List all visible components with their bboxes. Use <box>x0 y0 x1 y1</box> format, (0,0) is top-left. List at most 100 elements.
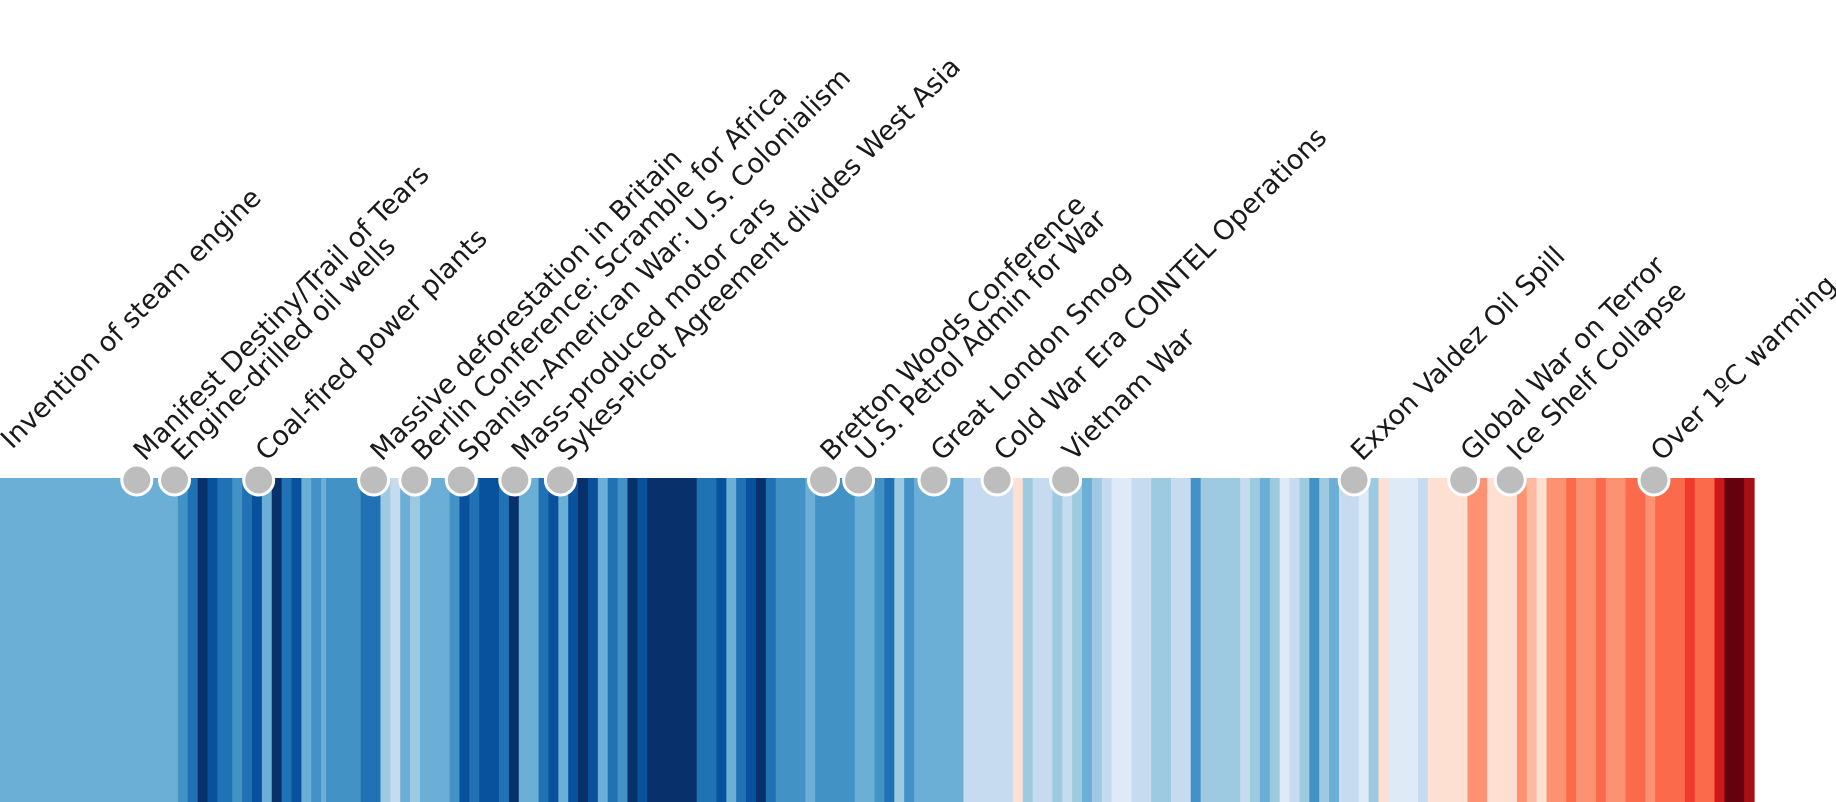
stripe <box>810 478 816 802</box>
stripe <box>88 478 95 802</box>
stripe <box>64 478 70 802</box>
stripe <box>1581 478 1587 802</box>
stripe <box>657 478 663 802</box>
stripe <box>1284 478 1291 802</box>
stripe <box>884 478 890 802</box>
stripe <box>390 478 396 802</box>
event-marker <box>1637 463 1671 497</box>
stripe <box>499 478 505 802</box>
stripe <box>1472 478 1478 802</box>
stripe <box>286 478 293 802</box>
event-marker <box>444 463 478 497</box>
stripe <box>721 478 727 802</box>
stripe <box>459 478 466 802</box>
stripe <box>943 478 950 802</box>
stripe <box>1200 478 1207 802</box>
stripe <box>1007 478 1014 802</box>
stripe <box>627 478 634 802</box>
stripe <box>370 478 377 802</box>
stripe <box>775 478 782 802</box>
stripe <box>1338 478 1345 802</box>
stripe <box>385 478 391 802</box>
stripe <box>1600 478 1607 802</box>
stripe <box>326 478 332 802</box>
stripe <box>923 478 930 802</box>
stripe <box>513 478 520 802</box>
stripe <box>1610 478 1617 802</box>
stripe <box>1694 478 1701 802</box>
stripe <box>1324 478 1330 802</box>
stripe <box>271 478 278 802</box>
stripe <box>1190 478 1197 802</box>
stripe <box>138 478 144 802</box>
stripe <box>839 478 846 802</box>
stripe <box>805 478 811 802</box>
stripe <box>1106 478 1113 802</box>
stripe <box>647 478 653 802</box>
stripe <box>1141 478 1147 802</box>
event-marker <box>980 463 1014 497</box>
stripe <box>815 478 821 802</box>
stripe <box>879 478 886 802</box>
event-marker <box>1447 463 1481 497</box>
stripe <box>652 478 658 802</box>
stripe <box>301 478 307 802</box>
stripe <box>281 478 288 802</box>
stripe <box>29 478 36 802</box>
stripe <box>59 478 65 802</box>
stripe <box>1432 478 1439 802</box>
stripe <box>533 478 540 802</box>
stripes-layer <box>0 478 1755 802</box>
stripe <box>1037 478 1044 802</box>
stripe <box>528 478 535 802</box>
stripe <box>1225 478 1231 802</box>
stripe <box>736 478 742 802</box>
stripe <box>415 478 421 802</box>
stripe <box>261 478 268 802</box>
stripe <box>538 478 545 802</box>
stripe <box>726 478 732 802</box>
stripe <box>1002 478 1009 802</box>
stripe <box>1091 478 1098 802</box>
stripe <box>933 478 940 802</box>
stripe <box>429 478 436 802</box>
stripe <box>1437 478 1444 802</box>
stripe <box>1121 478 1128 802</box>
stripe <box>1220 478 1226 802</box>
stripe <box>0 478 6 802</box>
stripe <box>830 478 836 802</box>
stripe <box>464 478 470 802</box>
stripe <box>74 478 80 802</box>
stripe <box>1620 478 1627 802</box>
stripe <box>508 478 515 802</box>
stripe <box>103 478 110 802</box>
stripe <box>1299 478 1305 802</box>
stripe <box>780 478 787 802</box>
stripe <box>484 478 490 802</box>
stripe <box>1304 478 1310 802</box>
stripe <box>1526 478 1533 802</box>
stripe <box>1462 478 1469 802</box>
stripe <box>1042 478 1049 802</box>
stripe <box>1343 478 1350 802</box>
event-marker <box>543 463 577 497</box>
event-markers-layer <box>120 463 1671 497</box>
stripe <box>331 478 337 802</box>
stripe <box>1744 478 1750 802</box>
stripe <box>953 478 960 802</box>
stripe <box>1072 478 1078 802</box>
stripe <box>1136 478 1142 802</box>
stripe <box>123 478 130 802</box>
stripe <box>1348 478 1355 802</box>
stripe <box>1729 478 1735 802</box>
stripe <box>1749 478 1755 802</box>
stripe <box>622 478 629 802</box>
event-marker <box>842 463 876 497</box>
stripe <box>1418 478 1424 802</box>
stripe <box>256 478 263 802</box>
stripe <box>607 478 614 802</box>
stripe <box>983 478 989 802</box>
stripe <box>1536 478 1543 802</box>
event-label: Spanish-American War: U.S. Colonialism <box>452 62 857 467</box>
